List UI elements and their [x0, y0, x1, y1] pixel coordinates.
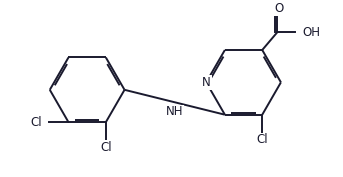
Text: O: O: [275, 2, 284, 15]
Text: Cl: Cl: [31, 116, 42, 129]
Text: OH: OH: [302, 26, 320, 39]
Text: N: N: [202, 76, 211, 89]
Text: NH: NH: [166, 105, 184, 118]
Text: Cl: Cl: [257, 133, 268, 146]
Text: Cl: Cl: [100, 141, 112, 154]
